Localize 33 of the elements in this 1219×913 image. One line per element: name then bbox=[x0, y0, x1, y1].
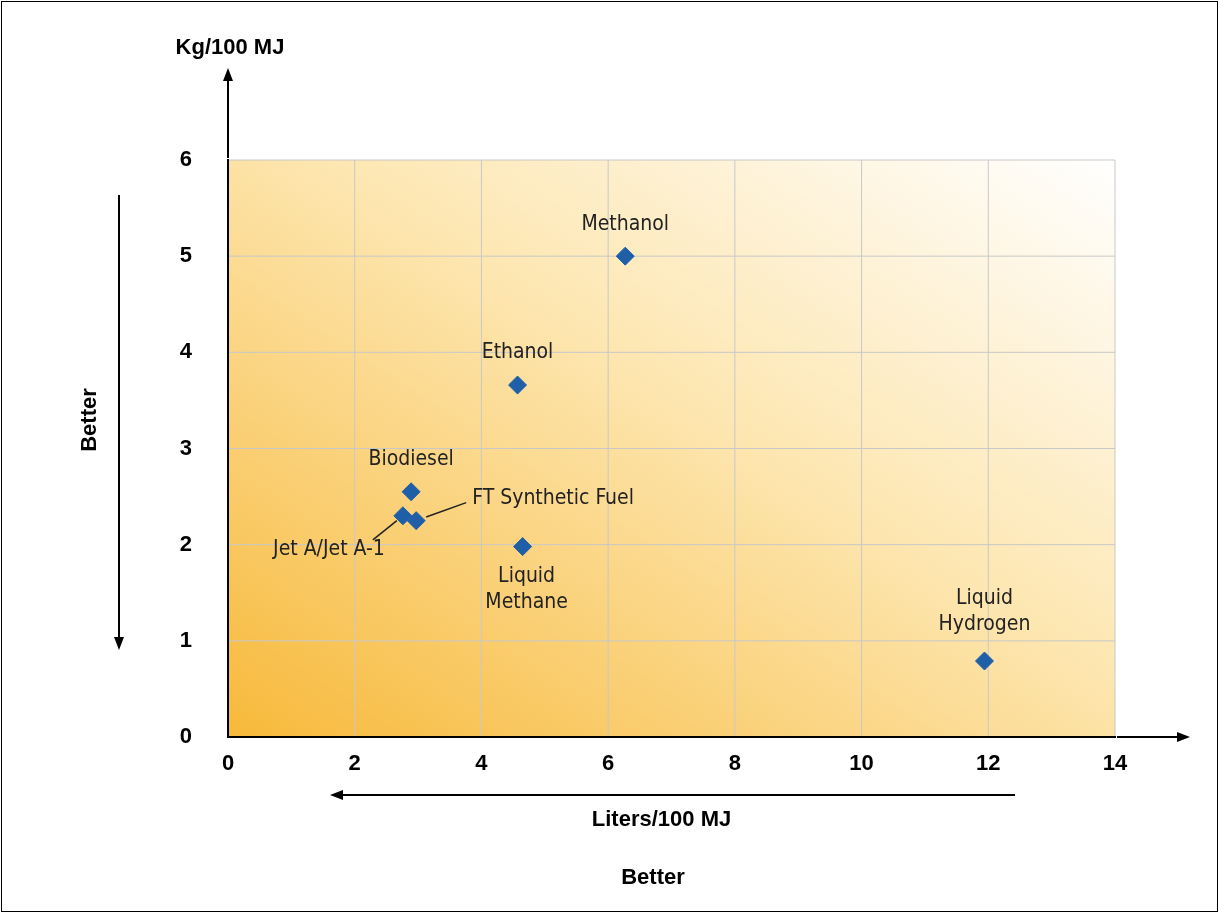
x-tick-label: 12 bbox=[976, 750, 1001, 776]
y-tick-label: 6 bbox=[179, 146, 192, 172]
point bbox=[974, 651, 994, 671]
x-tick-label: 6 bbox=[602, 750, 615, 776]
x-tick-label: 2 bbox=[348, 750, 361, 776]
annotation: Jet A/Jet A-1 bbox=[272, 536, 385, 561]
text: Better bbox=[621, 864, 686, 890]
y-tick-label: 0 bbox=[179, 723, 192, 749]
x-tick-label: 4 bbox=[475, 750, 489, 776]
x-axis-title: Liters/100 MJ bbox=[591, 806, 732, 832]
annotation: Methanol bbox=[581, 210, 670, 235]
x-tick-label: 8 bbox=[728, 750, 741, 776]
point bbox=[406, 511, 426, 531]
annotation: Ethanol bbox=[481, 339, 554, 364]
text: Better bbox=[76, 387, 102, 452]
y-tick-label: 4 bbox=[179, 338, 193, 364]
x-tick-label: 14 bbox=[1102, 750, 1128, 776]
point bbox=[401, 482, 421, 502]
annotation: Liquid Hydrogen bbox=[938, 585, 1031, 636]
point bbox=[513, 537, 533, 557]
point bbox=[393, 506, 413, 526]
point bbox=[508, 375, 528, 395]
annotation: Liquid Methane bbox=[485, 563, 568, 614]
y-axis-title: Kg/100 MJ bbox=[175, 34, 285, 60]
annotation: Biodiesel bbox=[368, 446, 454, 471]
annotation: FT Synthetic Fuel bbox=[472, 485, 634, 510]
x-tick-label: 10 bbox=[849, 750, 874, 776]
y-tick-label: 2 bbox=[179, 530, 192, 556]
point bbox=[615, 246, 635, 266]
y-tick-label: 3 bbox=[179, 434, 192, 460]
y-tick-label: 1 bbox=[179, 626, 192, 652]
x-tick-label: 0 bbox=[221, 750, 235, 776]
y-tick-label: 5 bbox=[179, 242, 192, 268]
